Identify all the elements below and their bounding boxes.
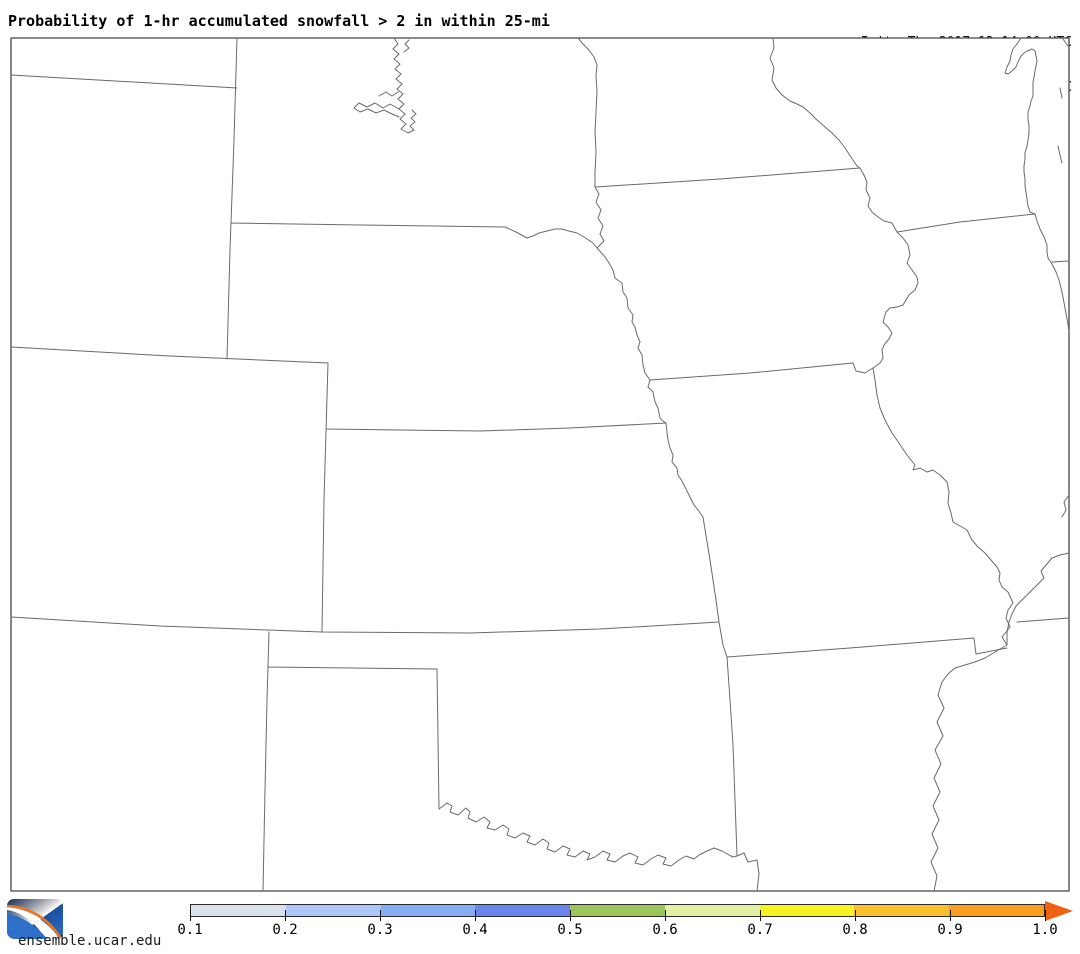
- minnesota-west-border: [577, 37, 598, 188]
- colorbar-tick: [284, 910, 286, 921]
- ncar-logo: NCAR: [5, 897, 185, 939]
- colorbar-tick-label: 0.4: [462, 922, 488, 938]
- colorbar-tick-label: 0.6: [652, 922, 678, 938]
- colorbar-tick-label: 0.9: [937, 922, 963, 938]
- wabash-river-edge: [1061, 494, 1070, 518]
- logo-swoosh-orange: [6, 904, 62, 939]
- page-title: Probability of 1-hr accumulated snowfall…: [8, 12, 550, 30]
- colorbar-tick: [949, 910, 951, 921]
- colorbar-tick-label: 0.2: [272, 922, 298, 938]
- colorbar-tick: [664, 910, 666, 921]
- colorbar-segment: [285, 905, 381, 916]
- shoreline-dashes: [1057, 38, 1069, 164]
- colorbar-bar: [190, 904, 1045, 917]
- colorbar-tick-label: 0.5: [557, 922, 583, 938]
- colorbar-tick: [569, 910, 571, 921]
- red-river-border: [438, 802, 738, 867]
- colorbar-arrow: [1045, 900, 1073, 921]
- colorbar-segment: [854, 905, 950, 916]
- kansas-missouri-border: [702, 516, 760, 892]
- colorbar-tick: [189, 910, 191, 921]
- mississippi-river-border: [769, 37, 1014, 892]
- colorbar-segment: [475, 905, 571, 916]
- logo-swoosh-blue-bottom: [7, 913, 47, 939]
- colorbar-tick: [474, 910, 476, 921]
- big-sioux-river: [594, 186, 605, 249]
- colorbar-tick-label: 0.7: [747, 922, 773, 938]
- colorbar-tick-label: 1.0: [1032, 922, 1058, 938]
- ncar-logo-mark: [6, 899, 63, 939]
- colorbar-tick: [854, 910, 856, 921]
- colorbar-tick-label: 0.8: [842, 922, 868, 938]
- state-border-lines: [10, 37, 1070, 892]
- map-frame: [10, 37, 1070, 892]
- colorbar-segment: [380, 905, 476, 916]
- colorbar-tick: [379, 910, 381, 921]
- missouri-river-border: [504, 226, 704, 518]
- colorbar-tick-label: 0.3: [367, 922, 393, 938]
- colorbar-segment: [759, 905, 855, 916]
- colorbar-tick: [759, 910, 761, 921]
- ohio-river: [1006, 552, 1070, 646]
- logo-swoosh-white: [7, 907, 59, 939]
- colorbar-segment: [191, 905, 286, 916]
- colorbar-tick-label: 0.1: [177, 922, 203, 938]
- lake-oahe-river: [353, 37, 417, 134]
- colorbar-tick: [1044, 910, 1046, 921]
- colorbar-segment: [664, 905, 760, 916]
- colorbar-segment: [570, 905, 665, 916]
- colorbar-segment: [949, 905, 1045, 916]
- site-url: ensemble.ucar.edu: [18, 933, 162, 949]
- lake-michigan-shore: [1004, 37, 1070, 333]
